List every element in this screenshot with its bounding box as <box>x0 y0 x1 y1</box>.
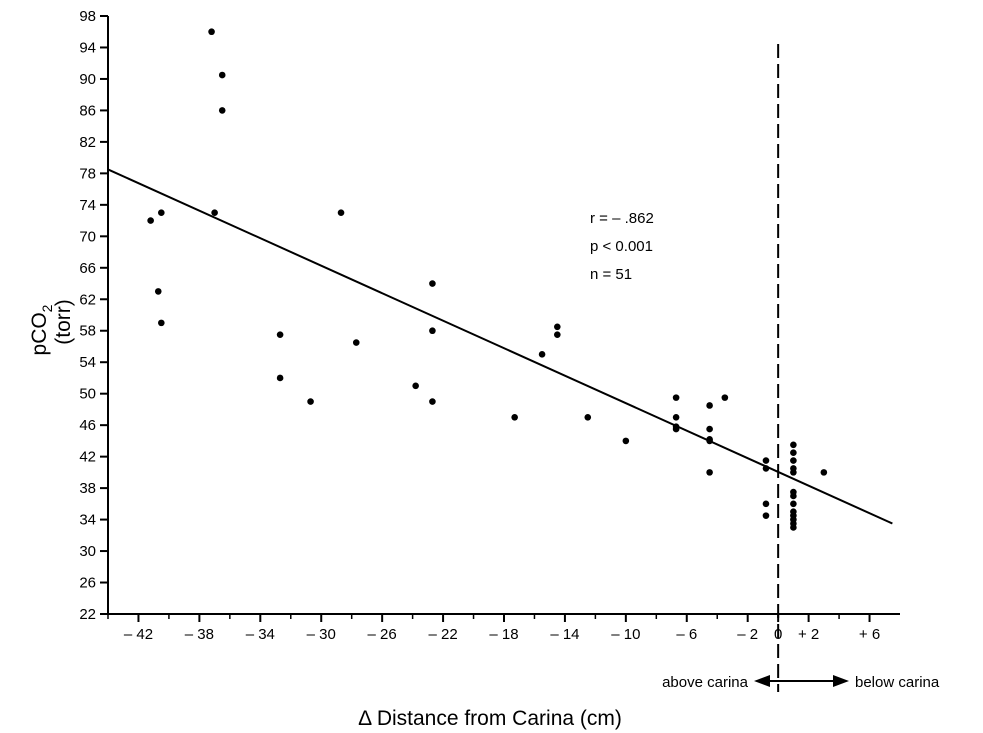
above-carina-label: above carina <box>662 674 749 691</box>
data-point-22 <box>622 437 630 445</box>
x-tick-label-1: – 38 <box>185 626 214 643</box>
y-tick-label-5: 42 <box>79 449 96 466</box>
y-tick-label-17: 90 <box>79 71 96 88</box>
y-tick-label-11: 66 <box>79 260 96 277</box>
y-tick-label-14: 78 <box>79 165 96 182</box>
y-axis-unit: (torr) <box>52 299 75 345</box>
data-point-15 <box>429 327 436 335</box>
y-tick-label-4: 38 <box>79 480 96 497</box>
below-carina-label: below carina <box>855 674 940 691</box>
data-point-48 <box>820 469 828 476</box>
y-tick-label-16: 86 <box>79 102 96 119</box>
y-tick-label-13: 74 <box>79 197 96 214</box>
x-tick-label-2: – 34 <box>246 626 275 643</box>
data-points <box>147 28 828 531</box>
data-point-18 <box>538 351 546 358</box>
data-point-34 <box>762 512 770 519</box>
y-tick-label-12: 70 <box>79 228 96 245</box>
x-axis-title: Δ Distance from Carina (cm) <box>358 707 622 730</box>
data-point-47 <box>790 524 797 531</box>
data-point-19 <box>554 323 561 331</box>
data-point-16 <box>429 398 436 405</box>
regression <box>107 168 893 525</box>
data-point-26 <box>706 402 713 409</box>
x-tick-label-8: – 10 <box>611 626 640 643</box>
data-point-0 <box>147 217 154 224</box>
data-point-31 <box>762 457 770 464</box>
data-point-27 <box>706 425 713 433</box>
data-point-8 <box>276 331 284 338</box>
y-tick-label-7: 50 <box>79 386 96 403</box>
axes <box>107 16 900 615</box>
data-point-36 <box>790 449 797 456</box>
data-point-35 <box>790 441 797 449</box>
data-point-37 <box>790 457 797 464</box>
y-tick-label-0: 22 <box>79 606 96 623</box>
data-point-10 <box>307 398 314 405</box>
stat-p: p < 0.001 <box>590 238 653 255</box>
data-point-41 <box>790 492 797 500</box>
data-point-49 <box>706 436 713 443</box>
data-point-7 <box>211 209 218 217</box>
data-point-29 <box>706 469 713 476</box>
data-point-23 <box>672 394 680 401</box>
stat-r: r = – .862 <box>590 210 654 227</box>
y-axis-title: pCO2 (torr) <box>28 299 75 355</box>
data-point-42 <box>790 500 797 508</box>
regression-line <box>107 168 893 525</box>
y-tick-label-1: 26 <box>79 575 96 592</box>
data-point-9 <box>276 374 284 382</box>
data-point-5 <box>218 71 226 79</box>
x-tick-label-4: – 26 <box>368 626 397 643</box>
carina-annotation: above carina below carina <box>662 44 940 692</box>
data-point-20 <box>554 331 561 338</box>
y-tick-label-19: 98 <box>79 8 96 25</box>
data-point-32 <box>762 465 770 472</box>
x-tick-label-10: – 2 <box>737 626 758 643</box>
data-point-13 <box>412 382 419 390</box>
y-tick-label-18: 94 <box>79 39 96 56</box>
x-tick-label-13: + 6 <box>859 626 880 643</box>
stats-block: r = – .862 p < 0.001 n = 51 <box>590 210 654 283</box>
data-point-39 <box>790 469 797 476</box>
y-tick-label-10: 62 <box>79 291 96 308</box>
x-tick-label-12: + 2 <box>798 626 819 643</box>
data-point-2 <box>154 288 162 295</box>
data-point-30 <box>721 394 729 401</box>
data-point-4 <box>208 28 215 36</box>
x-tick-label-9: – 6 <box>676 626 697 643</box>
data-point-1 <box>158 209 165 217</box>
y-axis-title-main: pCO <box>28 312 51 355</box>
carina-arrow-left-head <box>754 675 770 687</box>
x-tick-label-5: – 22 <box>428 626 457 643</box>
x-tick-label-7: – 14 <box>550 626 579 643</box>
y-tick-label-9: 58 <box>79 323 96 340</box>
x-tick-label-3: – 30 <box>307 626 336 643</box>
data-point-14 <box>429 280 436 287</box>
data-point-11 <box>337 209 345 217</box>
svg-text:pCO2: pCO2 <box>28 304 55 355</box>
carina-arrow-right-head <box>833 675 849 687</box>
data-point-33 <box>762 500 770 508</box>
y-tick-label-2: 30 <box>79 543 96 560</box>
y-tick-label-3: 34 <box>79 512 96 529</box>
data-point-21 <box>584 413 592 421</box>
x-tick-label-0: – 42 <box>124 626 153 643</box>
data-point-12 <box>352 339 360 346</box>
y-tick-label-15: 82 <box>79 134 96 151</box>
data-point-17 <box>511 413 518 421</box>
y-tick-label-8: 54 <box>79 354 96 371</box>
data-point-24 <box>672 413 680 421</box>
data-point-50 <box>672 423 680 431</box>
y-axis-title-sub: 2 <box>39 304 55 312</box>
ticks: 22 26 30 34 38 42 46 50 54 58 62 66 70 74 78 82 86 90 94 98… <box>79 8 880 643</box>
y-tick-label-6: 46 <box>79 417 96 434</box>
data-point-3 <box>158 319 165 327</box>
data-point-6 <box>218 107 226 114</box>
stat-n: n = 51 <box>590 266 632 283</box>
x-tick-label-6: – 18 <box>489 626 518 643</box>
